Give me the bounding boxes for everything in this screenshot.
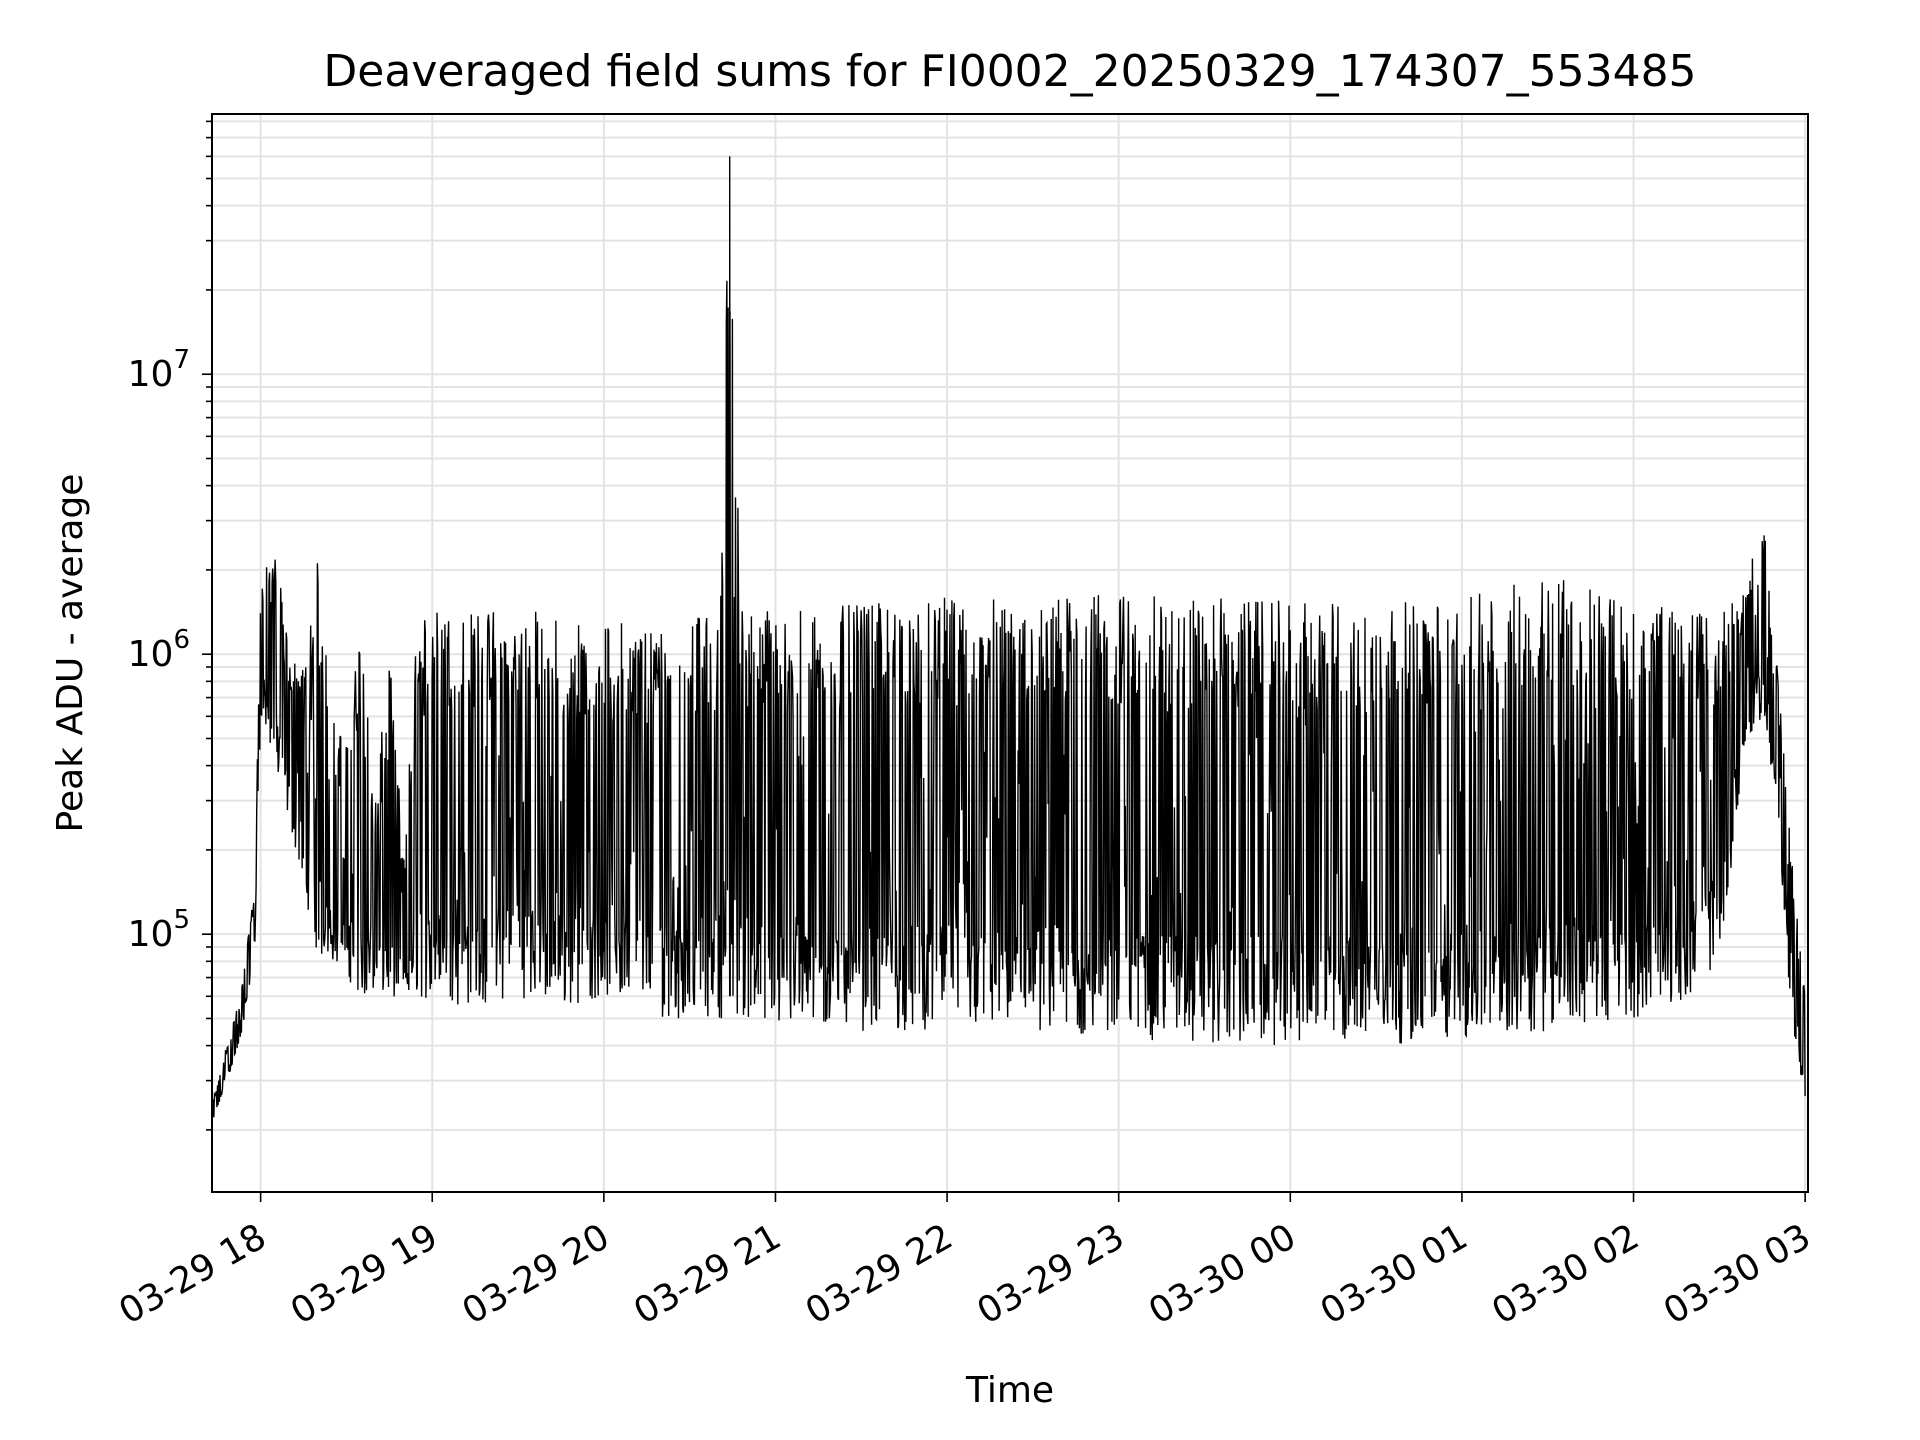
chart-title: Deaveraged field sums for FI0002_2025032… [323, 46, 1696, 97]
plot-area [212, 156, 1806, 1118]
y-tick-label: 105 [128, 905, 190, 955]
y-tick-label: 106 [128, 625, 190, 675]
y-tick-label: 107 [128, 345, 190, 395]
x-axis-label: Time [965, 1370, 1054, 1411]
y-axis-label: Peak ADU - average [50, 474, 91, 833]
series-line [212, 156, 1806, 1118]
axes-frame [211, 113, 1809, 1193]
